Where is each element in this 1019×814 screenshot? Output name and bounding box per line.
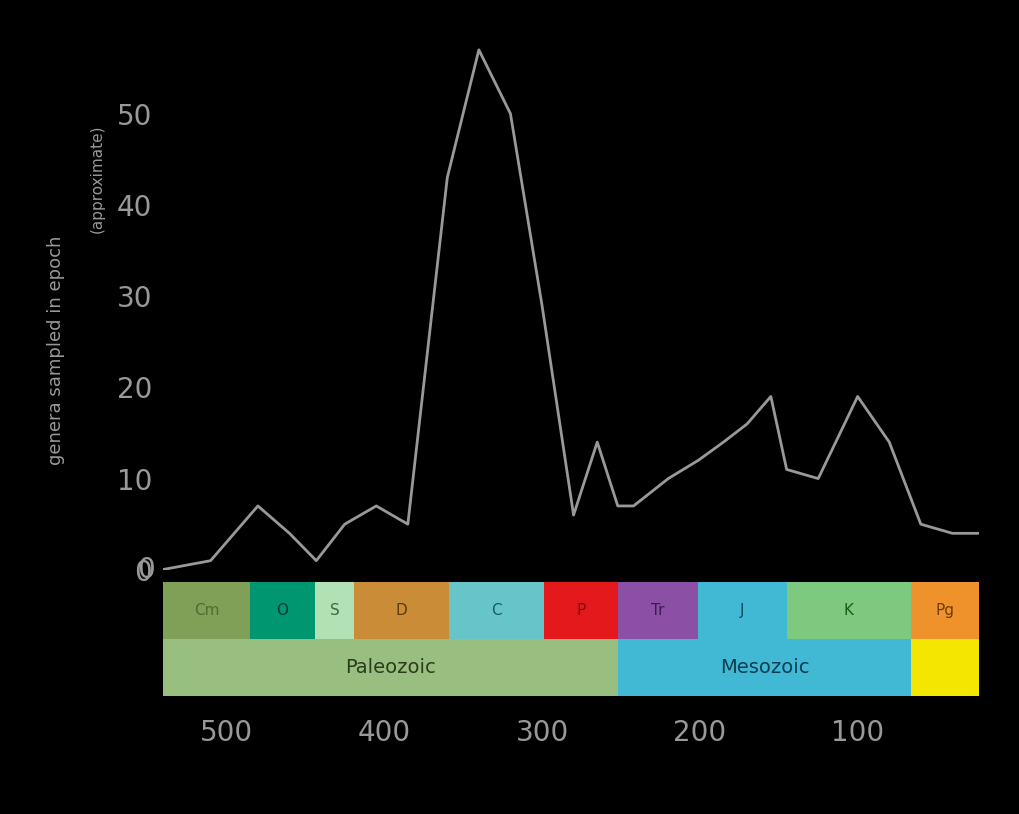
Text: Paleozoic: Paleozoic <box>344 658 435 677</box>
Text: J: J <box>740 603 744 618</box>
Bar <box>698 582 786 639</box>
Text: 200: 200 <box>673 719 726 746</box>
Bar <box>163 582 250 639</box>
Text: C: C <box>490 603 501 618</box>
Bar <box>786 582 910 639</box>
Bar <box>448 582 543 639</box>
Bar <box>618 582 698 639</box>
Bar <box>910 639 978 696</box>
Bar <box>354 582 448 639</box>
Bar <box>618 639 910 696</box>
Bar <box>250 582 315 639</box>
Text: O: O <box>276 603 288 618</box>
Text: P: P <box>576 603 585 618</box>
Bar <box>315 582 354 639</box>
Text: 400: 400 <box>358 719 411 746</box>
Bar <box>910 582 978 639</box>
Bar <box>163 639 618 696</box>
Text: Tr: Tr <box>650 603 664 618</box>
Text: Cm: Cm <box>194 603 219 618</box>
Text: S: S <box>329 603 339 618</box>
Text: K: K <box>843 603 853 618</box>
Bar <box>543 582 618 639</box>
Text: Mesozoic: Mesozoic <box>719 658 808 677</box>
Text: (approximate): (approximate) <box>90 125 104 234</box>
Text: 100: 100 <box>830 719 883 746</box>
Text: D: D <box>395 603 407 618</box>
Text: 0: 0 <box>138 556 155 584</box>
Text: 500: 500 <box>200 719 253 746</box>
Text: Pg: Pg <box>934 603 954 618</box>
Text: genera sampled in epoch: genera sampled in epoch <box>47 235 65 465</box>
Text: 300: 300 <box>515 719 568 746</box>
